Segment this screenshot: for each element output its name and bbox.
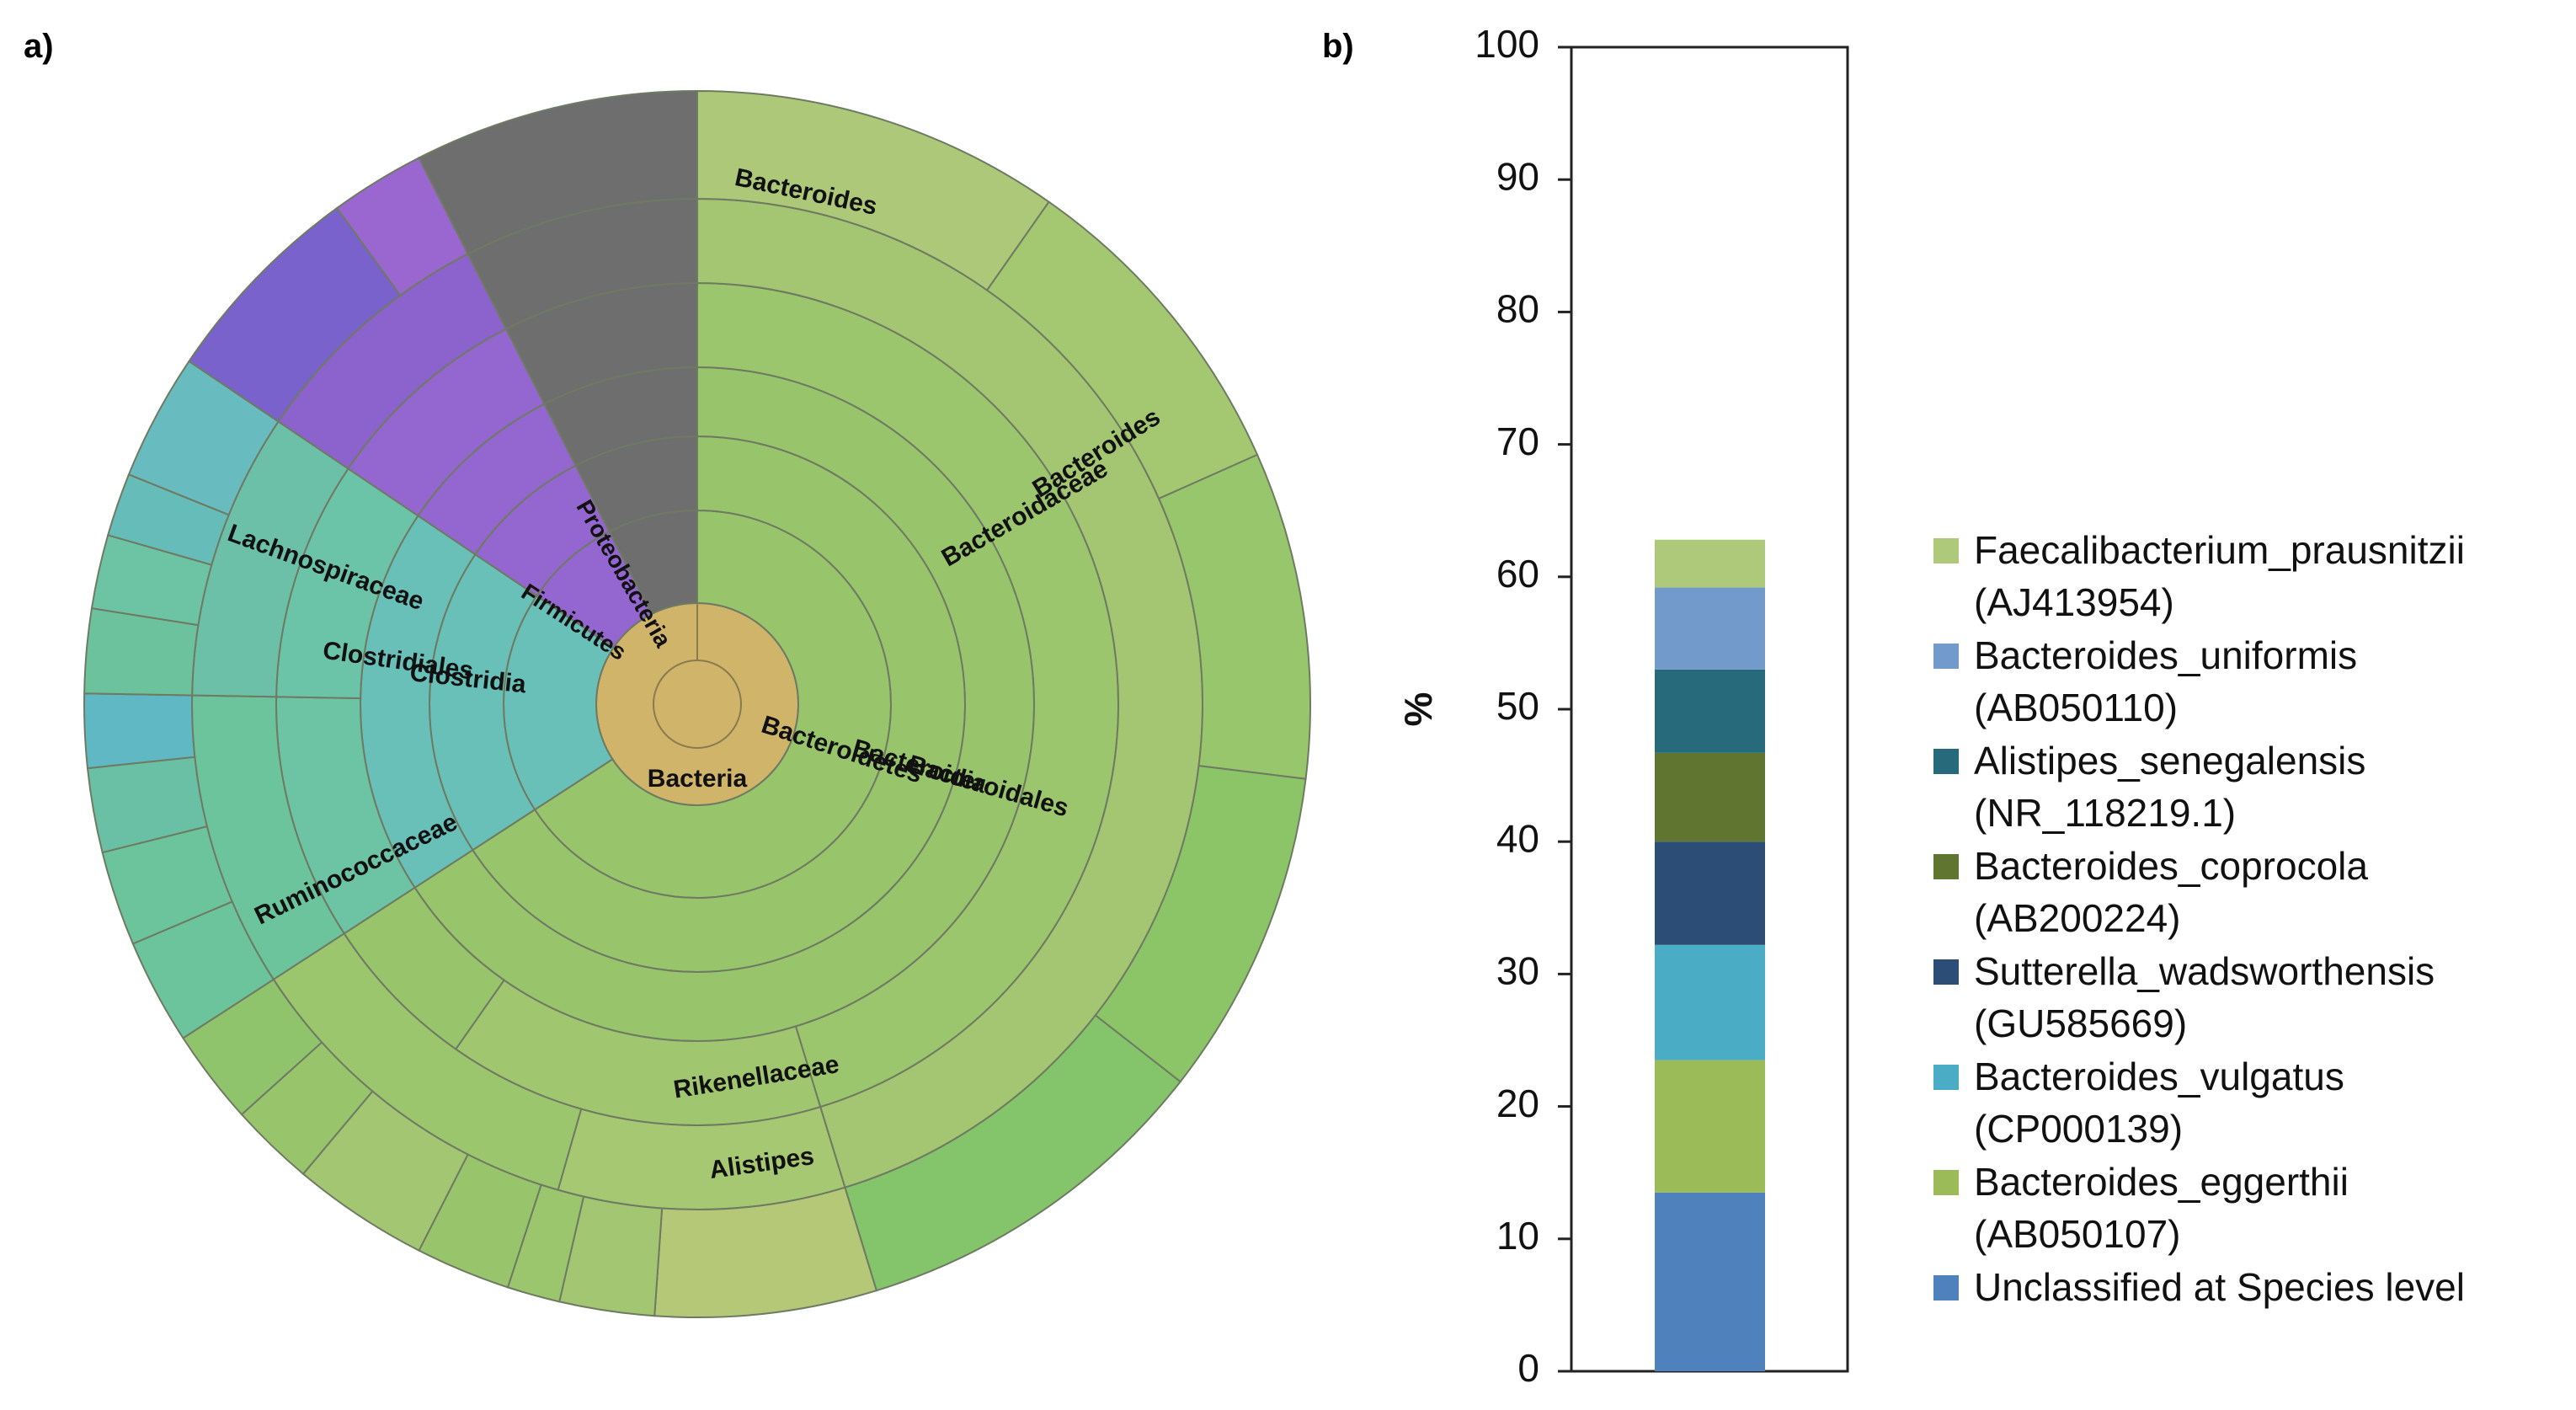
bar-segment-6 [1655,587,1765,670]
bar-segment-2 [1655,944,1765,1060]
bar-segment-5 [1655,669,1765,753]
y-tick-label: 40 [1496,816,1539,860]
legend-label: Bacteroides_eggerthii [1974,1160,2349,1204]
y-axis-ticks: 0 10 20 30 40 50 60 70 80 90 100 [1475,22,1571,1390]
y-tick-label: 50 [1496,684,1539,728]
y-tick-label: 80 [1496,287,1539,331]
legend-label: Unclassified at Species level [1974,1265,2465,1309]
legend-swatch [1933,644,1959,669]
legend-label: Bacteroides_vulgatus [1974,1055,2344,1098]
y-axis-label: % [1396,692,1440,727]
y-tick-label: 0 [1517,1346,1539,1390]
legend-swatch [1933,1275,1959,1301]
legend-label: Bacteroides_coprocola [1974,844,2368,888]
bar-segment-0 [1655,1192,1765,1371]
legend-accession: (NR_118219.1) [1974,791,2236,835]
stacked-bar-chart: 0 10 20 30 40 50 60 70 80 90 100 % Faecalibacteriu… [1396,22,2465,1390]
y-tick-label: 30 [1496,949,1539,993]
panel-a-label: a) [24,28,54,65]
legend-accession: (AB050107) [1974,1212,2181,1256]
legend-accession: (GU585669) [1974,1001,2187,1045]
legend-swatch [1933,854,1959,879]
bar-segment-7 [1655,539,1765,588]
bar-segment-4 [1655,752,1765,842]
sunburst-label-0: Bacteria [648,765,748,793]
legend-swatch [1933,959,1959,985]
legend-swatch [1933,1170,1959,1195]
y-tick-label: 60 [1496,552,1539,596]
legend-accession: (AB050110) [1974,686,2178,729]
legend-accession: (AJ413954) [1974,580,2174,624]
legend-label: Sutterella_wadsworthensis [1974,949,2435,993]
legend-label: Bacteroides_uniformis [1974,633,2357,677]
legend-label: Faecalibacterium_prausnitzii [1974,528,2465,572]
legend: Faecalibacterium_prausnitzii (AJ413954) Ba… [1933,528,2465,1309]
legend-swatch [1933,538,1959,563]
y-tick-label: 90 [1496,154,1539,198]
legend-accession: (AB200224) [1974,896,2181,940]
sunburst-chart: Bacteria BacteroidetesFirmicutesProteobac… [83,89,1311,1318]
legend-accession: (CP000139) [1974,1107,2183,1151]
sunburst-segment-ring7-42 [83,692,196,770]
bar-segment-1 [1655,1060,1765,1193]
legend-label: Alistipes_senegalensis [1974,739,2365,782]
y-tick-label: 10 [1496,1214,1539,1258]
y-tick-label: 70 [1496,419,1539,463]
y-tick-label: 100 [1475,22,1539,66]
y-tick-label: 20 [1496,1082,1539,1125]
bar-segment-3 [1655,841,1765,945]
panel-b-label: b) [1322,28,1354,65]
legend-swatch [1933,749,1959,774]
bar-segments [1655,539,1765,1371]
sunburst-segment-ring7-49 [418,89,698,255]
legend-swatch [1933,1065,1959,1090]
